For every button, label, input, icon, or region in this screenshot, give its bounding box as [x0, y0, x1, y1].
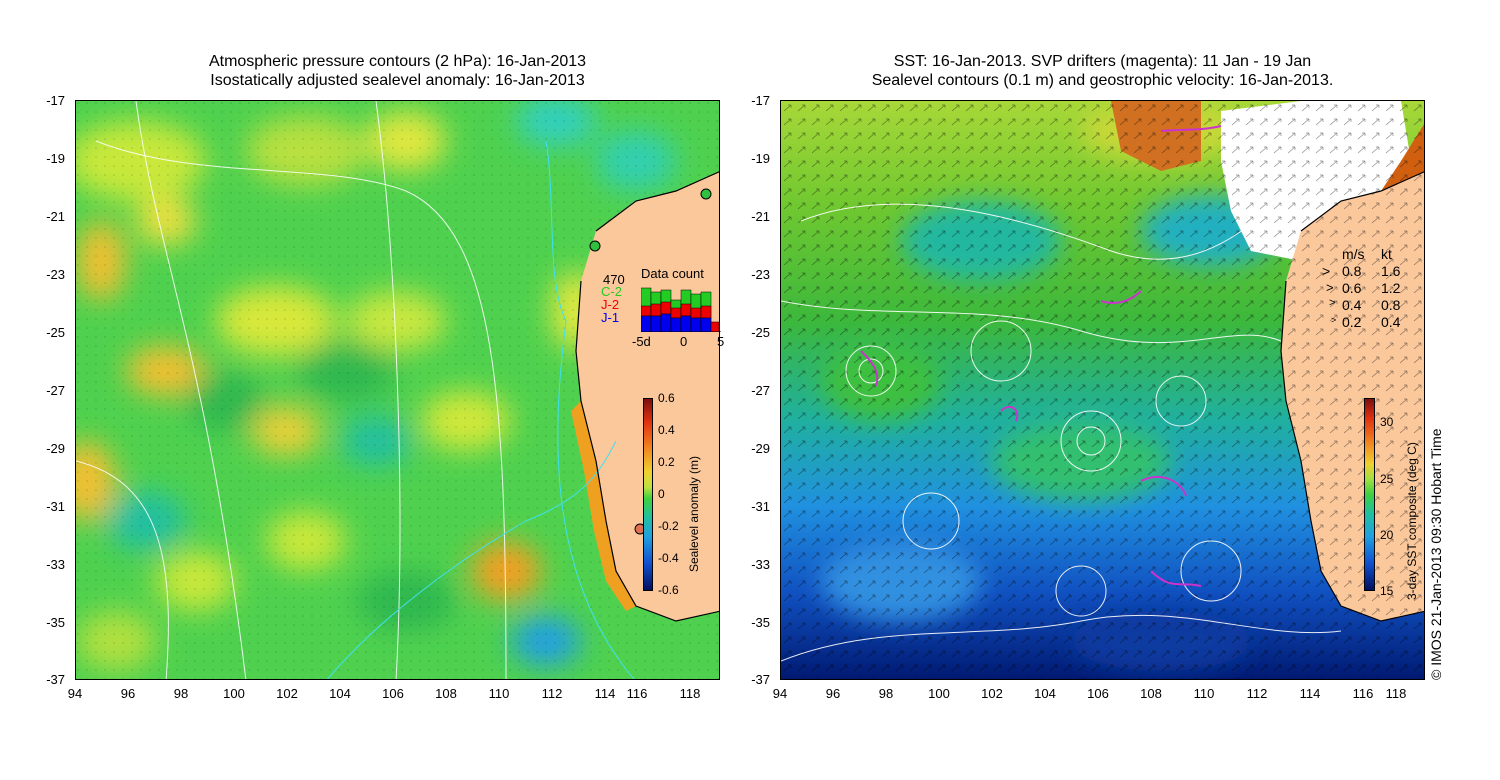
velocity-legend-ms: 0.6 — [1342, 280, 1362, 296]
right-x-tick: 102 — [981, 686, 1003, 701]
left-cb-tick: -0.4 — [658, 551, 679, 565]
left-cb-tick: 0.4 — [658, 423, 675, 437]
left-cb-tick: 0.2 — [658, 455, 675, 469]
bar-group — [641, 287, 720, 332]
left-map-canvas — [76, 101, 719, 679]
left-y-tick: -19 — [46, 151, 65, 166]
left-cb-tick: -0.2 — [658, 519, 679, 533]
left-x-tick: 110 — [488, 686, 510, 701]
left-title: Atmospheric pressure contours (2 hPa): 1… — [75, 52, 720, 90]
left-cb-tick: -0.6 — [658, 583, 679, 597]
left-title-line2: Isostatically adjusted sealevel anomaly:… — [210, 72, 585, 89]
right-title-line1: SST: 16-Jan-2013. SVP drifters (magenta)… — [893, 53, 1312, 70]
velocity-legend-kt: 1.2 — [1381, 280, 1401, 296]
left-y-tick: -37 — [46, 672, 65, 687]
left-x-tick: 96 — [120, 686, 136, 701]
right-x-tick: 100 — [928, 686, 950, 701]
right-y-tick: -31 — [751, 499, 770, 514]
velocity-legend-ms-header: m/s — [1342, 246, 1365, 262]
velocity-legend-ms: 0.2 — [1342, 314, 1362, 330]
left-x-tick: 114 — [594, 686, 616, 701]
right-y-tick: -33 — [751, 557, 770, 572]
velocity-legend-kt: 1.6 — [1381, 263, 1401, 279]
left-x-tick: 112 — [541, 686, 563, 701]
left-x-tick: 98 — [173, 686, 189, 701]
right-cb-tick: 30 — [1380, 415, 1394, 429]
data-count-series-c2: C-2 — [601, 284, 622, 299]
right-x-tick: 118 — [1385, 686, 1407, 701]
left-title-line1: Atmospheric pressure contours (2 hPa): 1… — [208, 53, 587, 70]
right-x-tick: 114 — [1299, 686, 1321, 701]
left-x-tick: 104 — [329, 686, 351, 701]
left-x-tick: 118 — [679, 686, 701, 701]
left-y-tick: -17 — [46, 93, 65, 108]
right-cb-tick: 15 — [1380, 584, 1394, 598]
data-count-x-tick: 0 — [680, 334, 688, 349]
left-y-tick: -25 — [46, 325, 65, 340]
left-y-tick: -35 — [46, 615, 65, 630]
velocity-legend-ms: 0.8 — [1342, 263, 1362, 279]
right-y-tick: -27 — [751, 383, 770, 398]
right-cb-tick: 25 — [1380, 472, 1394, 486]
left-y-tick: -29 — [46, 441, 65, 456]
right-y-tick: -35 — [751, 615, 770, 630]
data-count-x-tick: 5 — [717, 334, 725, 349]
right-map — [780, 100, 1425, 680]
data-count-title: Data count — [641, 266, 704, 281]
right-x-tick: 110 — [1193, 686, 1215, 701]
data-count-total: 470 — [603, 272, 625, 287]
right-y-tick: -25 — [751, 325, 770, 340]
right-y-tick: -37 — [751, 672, 770, 687]
left-y-tick: -33 — [46, 557, 65, 572]
left-cb-tick: 0 — [658, 487, 665, 501]
left-x-tick: 94 — [67, 686, 83, 701]
right-x-tick: 94 — [772, 686, 788, 701]
left-x-tick: 106 — [382, 686, 404, 701]
velocity-arrow-icon: > — [1331, 315, 1337, 325]
left-x-tick: 100 — [223, 686, 245, 701]
right-title: SST: 16-Jan-2013. SVP drifters (magenta)… — [780, 52, 1425, 90]
left-colorbar-label: Sealevel anomaly (m) — [687, 455, 701, 572]
left-map — [75, 100, 720, 680]
right-x-tick: 112 — [1246, 686, 1268, 701]
right-y-tick: -17 — [751, 93, 770, 108]
left-x-tick: 116 — [626, 686, 648, 701]
right-x-tick: 106 — [1087, 686, 1109, 701]
left-colorbar-gradient — [643, 398, 653, 591]
left-y-tick: -27 — [46, 383, 65, 398]
velocity-legend-kt: 0.8 — [1381, 297, 1401, 313]
left-y-tick: -31 — [46, 499, 65, 514]
data-count-x-tick: -5d — [632, 334, 651, 349]
data-count-series-j2: J-2 — [601, 297, 620, 312]
right-cb-tick: 20 — [1380, 528, 1394, 542]
right-colorbar-gradient — [1364, 398, 1375, 591]
right-x-tick: 104 — [1034, 686, 1056, 701]
left-cb-tick: 0.6 — [658, 391, 675, 405]
right-x-tick: 116 — [1352, 686, 1374, 701]
right-title-line2: Sealevel contours (0.1 m) and geostrophi… — [871, 72, 1334, 89]
left-y-tick: -23 — [46, 267, 65, 282]
left-x-tick: 108 — [435, 686, 457, 701]
data-count-bars — [641, 287, 721, 332]
velocity-legend-kt-header: kt — [1381, 246, 1392, 262]
right-map-canvas — [781, 101, 1424, 679]
right-y-tick: -23 — [751, 267, 770, 282]
right-x-tick: 98 — [878, 686, 894, 701]
right-y-tick: -21 — [751, 209, 770, 224]
velocity-legend-kt: 0.4 — [1381, 314, 1401, 330]
left-y-tick: -21 — [46, 209, 65, 224]
right-y-tick: -29 — [751, 441, 770, 456]
right-y-tick: -19 — [751, 151, 770, 166]
velocity-arrow-icon: > — [1329, 297, 1336, 309]
right-x-tick: 96 — [825, 686, 841, 701]
right-colorbar-label: 3-day SST composite (deg C) — [1405, 442, 1419, 600]
data-count-series-j1: J-1 — [601, 310, 620, 325]
velocity-legend-ms: 0.4 — [1342, 297, 1362, 313]
right-x-tick: 108 — [1140, 686, 1162, 701]
left-x-tick: 102 — [276, 686, 298, 701]
copyright-text: © IMOS 21-Jan-2013 09:30 Hobart Time — [1428, 428, 1444, 680]
velocity-arrow-icon: > — [1322, 263, 1331, 279]
velocity-arrow-icon: > — [1326, 280, 1334, 295]
